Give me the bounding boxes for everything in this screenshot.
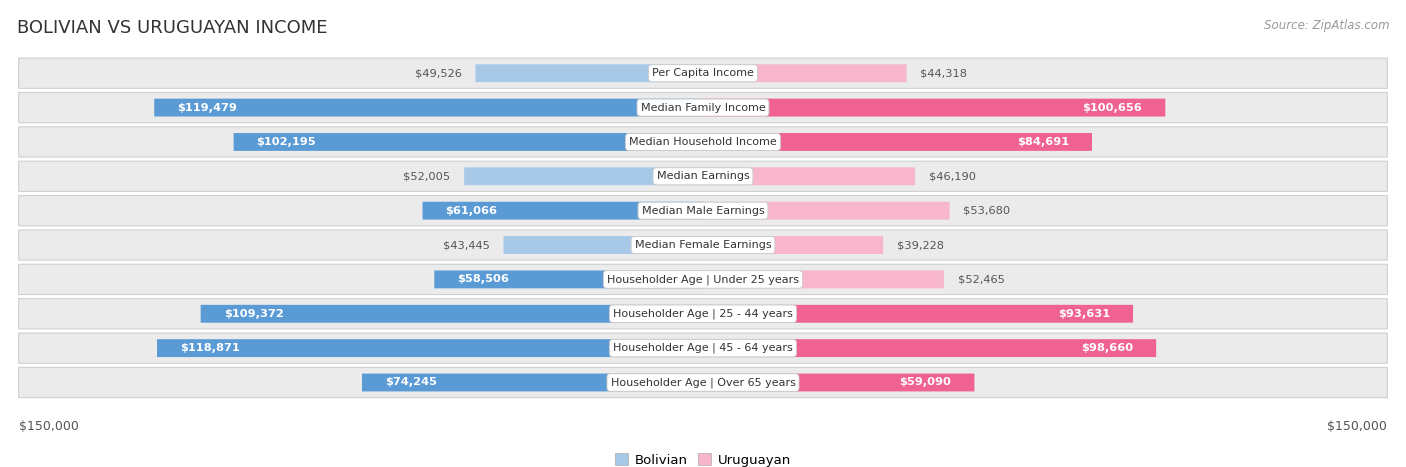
- Text: Householder Age | Over 65 years: Householder Age | Over 65 years: [610, 377, 796, 388]
- Text: $102,195: $102,195: [256, 137, 316, 147]
- FancyBboxPatch shape: [703, 133, 1092, 151]
- FancyBboxPatch shape: [703, 64, 907, 82]
- FancyBboxPatch shape: [18, 333, 1388, 363]
- FancyBboxPatch shape: [18, 264, 1388, 295]
- Text: $119,479: $119,479: [177, 103, 238, 113]
- Text: Median Earnings: Median Earnings: [657, 171, 749, 181]
- Text: Median Household Income: Median Household Income: [628, 137, 778, 147]
- Text: $98,660: $98,660: [1081, 343, 1133, 353]
- Text: $46,190: $46,190: [929, 171, 976, 181]
- FancyBboxPatch shape: [18, 92, 1388, 123]
- FancyBboxPatch shape: [18, 368, 1388, 397]
- Text: $61,066: $61,066: [446, 205, 498, 216]
- Text: $118,871: $118,871: [180, 343, 240, 353]
- Text: $59,090: $59,090: [900, 377, 952, 388]
- Text: $44,318: $44,318: [921, 68, 967, 78]
- Text: $43,445: $43,445: [443, 240, 489, 250]
- Text: Median Female Earnings: Median Female Earnings: [634, 240, 772, 250]
- Text: $150,000: $150,000: [18, 420, 79, 432]
- FancyBboxPatch shape: [703, 270, 943, 288]
- Text: Median Male Earnings: Median Male Earnings: [641, 205, 765, 216]
- Text: Householder Age | 45 - 64 years: Householder Age | 45 - 64 years: [613, 343, 793, 354]
- FancyBboxPatch shape: [423, 202, 703, 219]
- Legend: Bolivian, Uruguayan: Bolivian, Uruguayan: [610, 448, 796, 467]
- Text: $100,656: $100,656: [1083, 103, 1142, 113]
- FancyBboxPatch shape: [18, 196, 1388, 226]
- FancyBboxPatch shape: [703, 339, 1156, 357]
- Text: $49,526: $49,526: [415, 68, 461, 78]
- FancyBboxPatch shape: [18, 58, 1388, 88]
- Text: BOLIVIAN VS URUGUAYAN INCOME: BOLIVIAN VS URUGUAYAN INCOME: [17, 19, 328, 37]
- Text: $53,680: $53,680: [963, 205, 1011, 216]
- FancyBboxPatch shape: [464, 167, 703, 185]
- FancyBboxPatch shape: [503, 236, 703, 254]
- Text: $93,631: $93,631: [1057, 309, 1111, 319]
- Text: Householder Age | 25 - 44 years: Householder Age | 25 - 44 years: [613, 309, 793, 319]
- FancyBboxPatch shape: [703, 374, 974, 391]
- FancyBboxPatch shape: [361, 374, 703, 391]
- FancyBboxPatch shape: [703, 202, 949, 219]
- FancyBboxPatch shape: [18, 230, 1388, 260]
- FancyBboxPatch shape: [18, 161, 1388, 191]
- Text: $74,245: $74,245: [385, 377, 437, 388]
- Text: $58,506: $58,506: [457, 275, 509, 284]
- Text: $84,691: $84,691: [1017, 137, 1069, 147]
- Text: Source: ZipAtlas.com: Source: ZipAtlas.com: [1264, 19, 1389, 32]
- FancyBboxPatch shape: [233, 133, 703, 151]
- FancyBboxPatch shape: [703, 99, 1166, 117]
- Text: $150,000: $150,000: [1327, 420, 1388, 432]
- FancyBboxPatch shape: [18, 299, 1388, 329]
- FancyBboxPatch shape: [157, 339, 703, 357]
- FancyBboxPatch shape: [475, 64, 703, 82]
- Text: $52,465: $52,465: [957, 275, 1005, 284]
- FancyBboxPatch shape: [201, 305, 703, 323]
- FancyBboxPatch shape: [155, 99, 703, 117]
- FancyBboxPatch shape: [703, 305, 1133, 323]
- Text: $52,005: $52,005: [404, 171, 450, 181]
- FancyBboxPatch shape: [703, 236, 883, 254]
- FancyBboxPatch shape: [18, 127, 1388, 157]
- Text: $109,372: $109,372: [224, 309, 284, 319]
- Text: Householder Age | Under 25 years: Householder Age | Under 25 years: [607, 274, 799, 285]
- FancyBboxPatch shape: [434, 270, 703, 288]
- Text: $39,228: $39,228: [897, 240, 943, 250]
- Text: Per Capita Income: Per Capita Income: [652, 68, 754, 78]
- FancyBboxPatch shape: [703, 167, 915, 185]
- Text: Median Family Income: Median Family Income: [641, 103, 765, 113]
